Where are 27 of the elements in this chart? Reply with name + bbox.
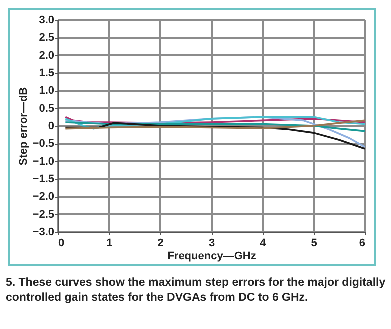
x-tick-label: 0 [58,238,65,250]
line-series [64,122,365,132]
y-tick-label: −1.0 [32,156,54,168]
y-tick-label: 1.5 [39,68,54,80]
y-tick-label: −1.5 [32,174,54,186]
y-axis-title: Step error—dB [18,87,30,166]
line-series [64,120,365,130]
y-tick-label: 2.5 [39,32,54,44]
y-tick-label: −0.5 [32,138,54,150]
y-tick-label: 2.0 [39,50,54,62]
x-tick-label: 3 [208,238,216,250]
line-series [64,122,365,150]
y-tick-label: −2.0 [32,191,54,204]
y-tick-label: 0.5 [39,102,54,115]
y-tick-label: 3.0 [39,14,54,26]
x-tick-label: 2 [158,238,164,250]
y-tick-label: 0 [48,120,54,132]
text: 5. These curves show the maximum step errors for the major digitally controlled gain states for the DVGAs from DC to 6 GHz. [6,276,386,306]
x-tick-label: 1 [106,238,113,250]
x-tick-label: 6 [359,238,366,250]
line-series [64,116,365,130]
x-tick-label: 4 [260,238,268,250]
y-tick-label: −3.0 [32,226,54,238]
x-axis-title: Frequency—GHz [168,250,257,262]
x-tick-label: 5 [311,238,318,250]
y-tick-label: −2.5 [32,208,54,221]
y-tick-label: 1.0 [39,85,54,98]
